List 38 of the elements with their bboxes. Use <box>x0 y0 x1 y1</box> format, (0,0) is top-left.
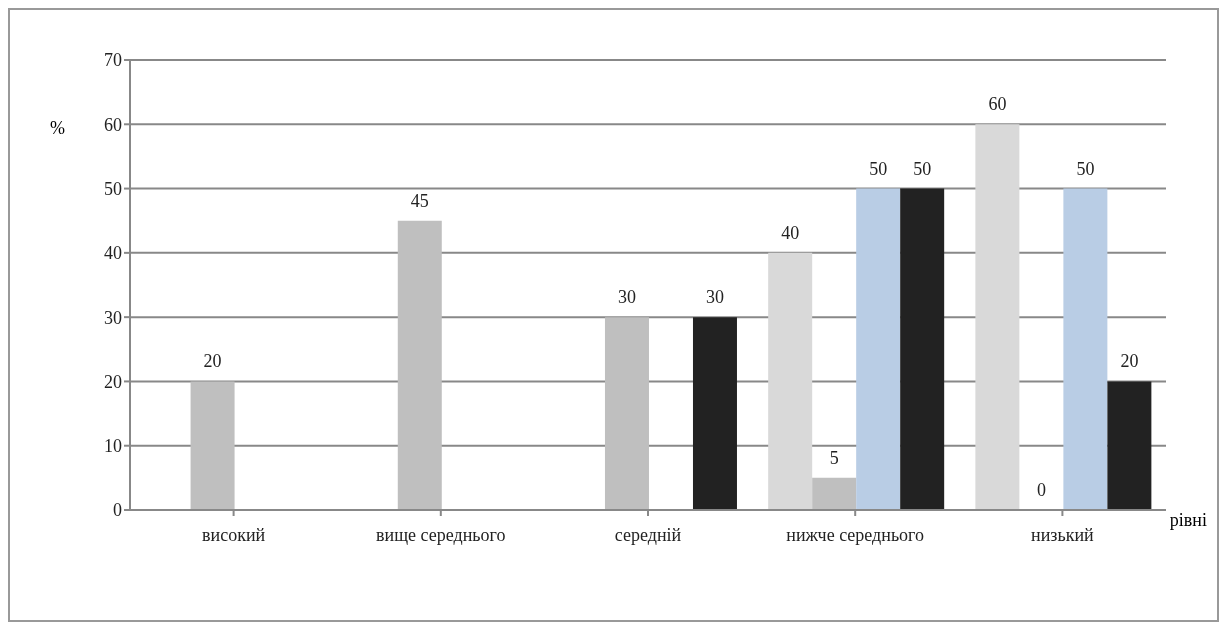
bar <box>900 188 945 510</box>
y-tick-label: 0 <box>113 500 122 521</box>
y-tick-label: 10 <box>104 436 122 457</box>
data-label: 50 <box>913 158 932 179</box>
bar <box>692 317 737 510</box>
data-label: 60 <box>988 94 1007 115</box>
data-label: 30 <box>705 287 724 308</box>
bar <box>1063 188 1108 510</box>
bar <box>1107 381 1152 510</box>
data-label: 50 <box>869 158 888 179</box>
data-label: 0 <box>1036 479 1046 500</box>
data-label: 45 <box>410 190 429 211</box>
x-axis-title: рівні <box>1169 510 1207 531</box>
x-tick-label: вище середнього <box>376 524 506 545</box>
y-tick-label: 20 <box>104 371 122 392</box>
y-tick-label: 30 <box>104 307 122 328</box>
bar <box>604 317 649 510</box>
y-tick-label: 40 <box>104 243 122 264</box>
bar <box>856 188 901 510</box>
bar <box>397 220 442 510</box>
y-tick-label: 50 <box>104 178 122 199</box>
bar <box>975 124 1020 510</box>
bar <box>768 252 813 510</box>
y-axis-title: % <box>50 118 65 139</box>
bar <box>190 381 235 510</box>
x-tick-label: середній <box>614 524 682 545</box>
data-label: 30 <box>617 287 636 308</box>
bar <box>812 477 857 510</box>
data-label: 50 <box>1076 158 1095 179</box>
x-tick-label: низький <box>1031 524 1095 545</box>
y-tick-label: 60 <box>104 114 122 135</box>
data-label: 5 <box>829 447 839 468</box>
data-label: 20 <box>203 351 222 372</box>
y-tick-label: 70 <box>104 50 122 71</box>
data-label: 40 <box>781 222 800 243</box>
data-label: 20 <box>1120 351 1139 372</box>
x-tick-label: нижче середнього <box>786 524 925 545</box>
x-tick-label: високий <box>202 524 266 545</box>
